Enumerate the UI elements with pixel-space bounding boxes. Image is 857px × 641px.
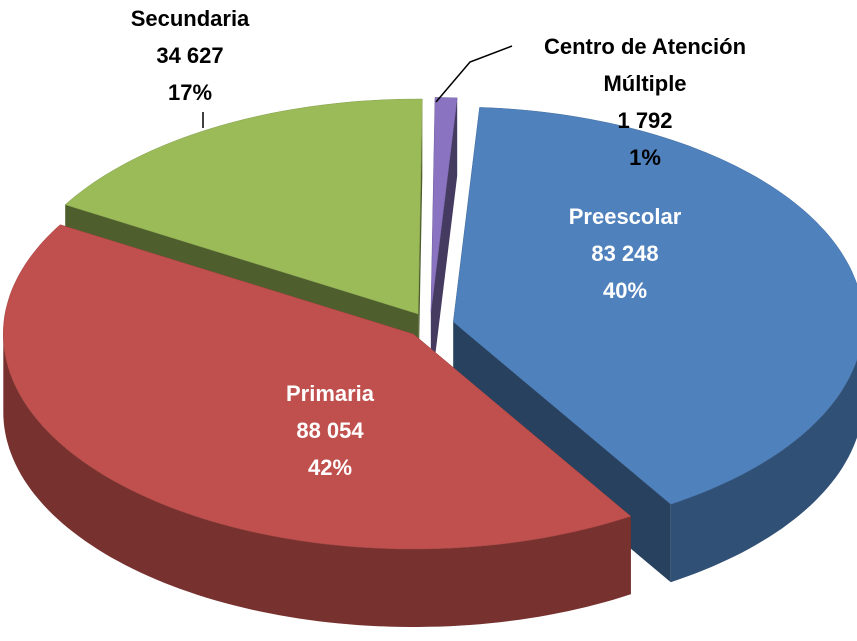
- slice: [430, 97, 458, 313]
- leader-line: [435, 45, 513, 103]
- slice-side: [670, 359, 857, 583]
- label-line: 1%: [629, 145, 661, 170]
- slice: [3, 224, 632, 550]
- label-line: Centro de Atención Múltiple: [543, 34, 747, 96]
- slice: [453, 107, 857, 505]
- label-line: 88 054: [296, 418, 364, 443]
- label-line: 83 248: [591, 241, 659, 266]
- data-label: Centro de Atención Múltiple 1 792 1%: [510, 28, 780, 176]
- label-line: 34 627: [156, 43, 224, 68]
- label-line: Preescolar: [568, 204, 682, 229]
- label-line: 1 792: [617, 108, 673, 133]
- slice-side: [418, 99, 423, 392]
- slices: [3, 97, 857, 627]
- label-line: Primaria: [285, 381, 375, 406]
- slice-side: [430, 97, 458, 391]
- data-label: Primaria 88 054 42%: [230, 375, 430, 486]
- label-line: Secundaria: [130, 6, 250, 31]
- slice: [64, 98, 423, 315]
- label-line: 17%: [167, 80, 213, 105]
- slice-side: [3, 334, 631, 627]
- data-label: Secundaria 34 627 17%: [90, 0, 290, 111]
- label-line: 42%: [307, 455, 353, 480]
- data-label: Preescolar 83 248 40%: [525, 198, 725, 309]
- label-line: 40%: [602, 278, 648, 303]
